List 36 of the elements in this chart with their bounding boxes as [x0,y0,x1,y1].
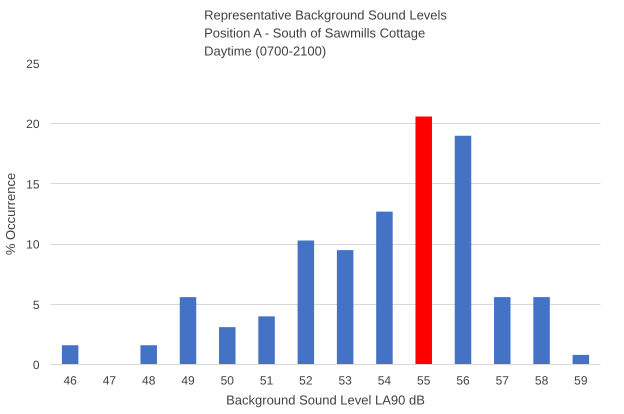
x-tick-label: 54 [378,374,392,388]
bar [572,354,590,364]
chart-title: Representative Background Sound Levels Position A - South of Sawmills Cottage Daytime (0700-2100) [204,8,448,58]
y-tick-label: 5 [32,298,40,312]
x-tick-label: 50 [220,374,234,388]
x-tick-label: 47 [102,374,116,388]
bar [258,316,275,364]
y-tick-label: 15 [26,177,40,192]
x-tick-label: 49 [181,374,195,388]
x-tick-label: 56 [456,374,470,388]
x-tick-label: 55 [417,374,431,388]
y-tick-label: 20 [26,117,40,132]
bar [62,345,78,364]
bar [336,250,354,364]
x-tick-label: 57 [496,374,510,388]
x-axis-title: Background Sound Level LA90 dB [226,392,425,408]
bar [298,240,314,364]
bar [533,297,550,364]
y-tick-label: 25 [26,57,40,71]
y-axis-title: % Occurrence [3,172,18,256]
x-tick-label: 58 [534,374,549,388]
bar [454,136,472,364]
bar [140,345,157,364]
y-tick-label: 0 [32,358,40,372]
bar [376,212,393,364]
x-tick-label: 48 [142,374,156,388]
bar [494,297,511,364]
x-tick-label: 51 [260,374,274,388]
y-tick-label: 10 [26,238,40,252]
x-tick-label: 59 [574,374,588,388]
x-tick-label: 46 [63,374,78,388]
x-tick-label: 52 [299,374,313,388]
bar [415,116,432,364]
bar [180,297,196,364]
bar [219,327,236,364]
x-tick-label: 53 [338,374,352,388]
